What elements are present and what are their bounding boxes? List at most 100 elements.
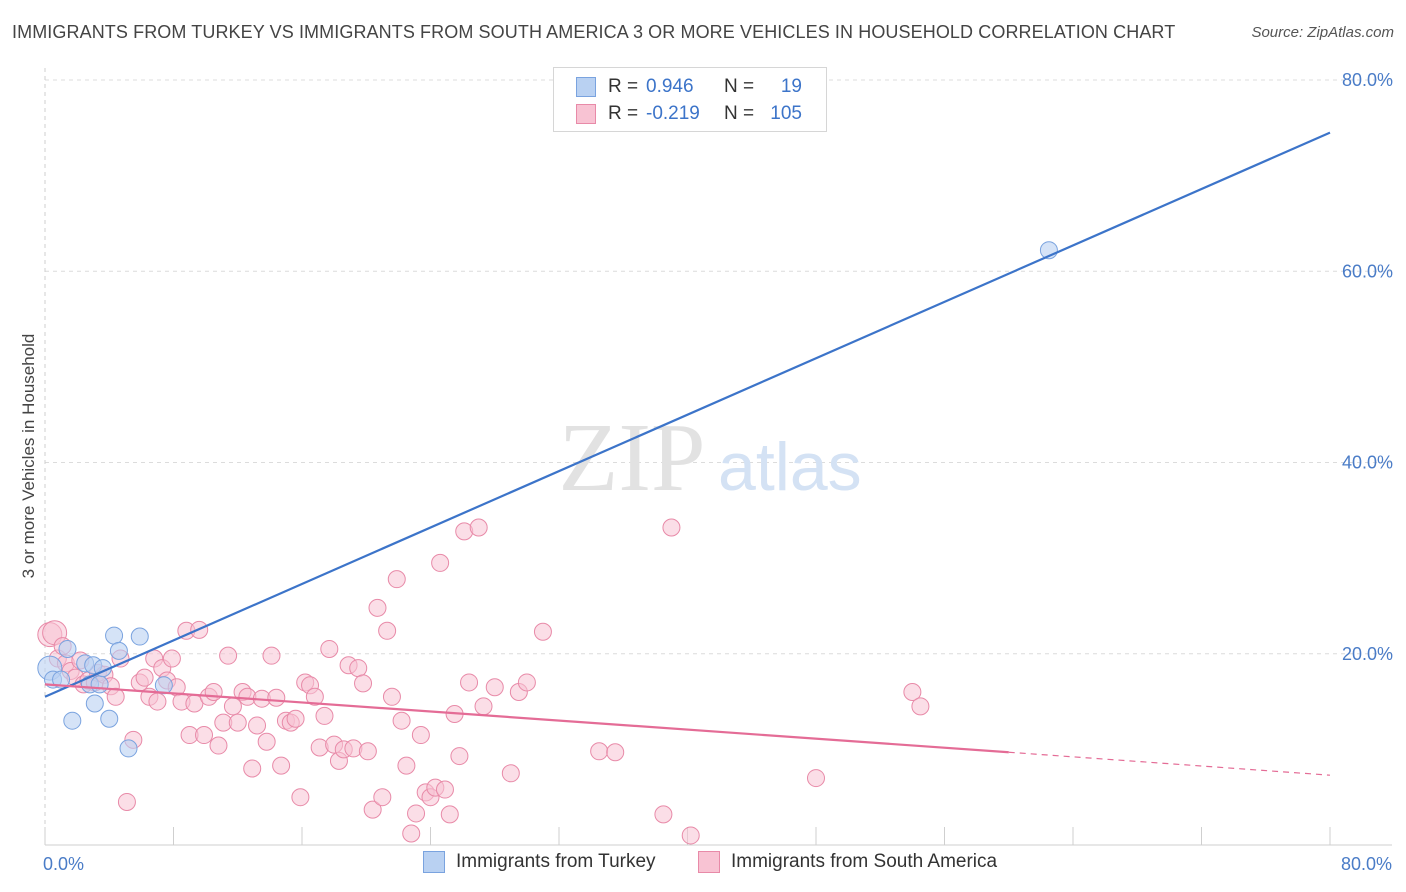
south-america-trend-line (44, 683, 1009, 754)
south-america-point (162, 649, 181, 668)
south-america-point (450, 747, 469, 766)
chart-source: Source: ZipAtlas.com (1251, 24, 1394, 41)
south-america-point (373, 788, 392, 807)
x-axis (44, 827, 1392, 846)
x-tick-label: 80.0% (1341, 854, 1392, 874)
south-america-point (363, 800, 382, 819)
turkey-point (63, 711, 82, 730)
r-label: R = (608, 76, 639, 97)
r-label: R = (608, 103, 639, 124)
legend-label-turkey: Immigrants from Turkey (456, 851, 656, 872)
south-america-point (223, 697, 242, 716)
turkey-point (85, 694, 104, 713)
turkey-point (109, 641, 128, 660)
n-label: N = (724, 103, 755, 124)
south-america-point (807, 769, 825, 788)
south-america-point (228, 713, 247, 732)
south-america-point (606, 743, 625, 762)
south-america-point (248, 716, 267, 735)
south-america-point (378, 621, 397, 640)
turkey-point (90, 675, 109, 694)
south-america-point (117, 792, 136, 811)
south-america-point (148, 692, 167, 711)
south-america-point (533, 622, 552, 641)
south-america-point (681, 826, 700, 845)
y-tick-label: 40.0% (1342, 453, 1393, 473)
south-america-point (392, 711, 411, 730)
south-america-trend-extension (1008, 751, 1331, 776)
series-legend: Immigrants from Turkey Immigrants from S… (0, 851, 1406, 877)
watermark-atlas: atlas (718, 429, 862, 505)
south-america-point (517, 673, 536, 692)
turkey-point (105, 626, 124, 645)
y-tick-label: 80.0% (1342, 70, 1393, 90)
south-america-point (272, 756, 291, 775)
south-america-point (590, 742, 609, 761)
south-america-point (204, 683, 223, 701)
south-america-point (135, 668, 154, 687)
n-label: N = (724, 76, 755, 97)
turkey-point (58, 639, 77, 658)
turkey-point (52, 670, 71, 689)
legend-row-turkey: R = 0.946 N = 19 (576, 74, 802, 100)
legend-item-turkey[interactable]: Immigrants from Turkey (423, 851, 656, 873)
south-america-point (501, 764, 520, 783)
south-america-point (286, 709, 305, 728)
south-america-point (407, 804, 426, 823)
south-america-point (903, 683, 922, 701)
south-america-point (267, 688, 286, 707)
south-america-point (460, 673, 479, 692)
south-america-point (358, 742, 377, 761)
turkey-point (100, 709, 119, 728)
south-america-point (195, 726, 214, 745)
south-america-point (431, 553, 450, 572)
r-value: -0.219 (646, 103, 700, 124)
south-america-point (911, 697, 930, 716)
south-america-point (387, 570, 406, 589)
turkey-points (37, 241, 1058, 758)
south-america-point (320, 639, 339, 658)
south-america-point (243, 759, 262, 778)
south-america-legend-swatch (698, 851, 720, 873)
south-america-point (305, 687, 324, 706)
chart-title: IMMIGRANTS FROM TURKEY VS IMMIGRANTS FRO… (12, 22, 1176, 42)
south-america-point (662, 518, 681, 537)
trend-lines (44, 131, 1331, 776)
south-america-point (382, 687, 401, 706)
south-america-point (354, 674, 373, 693)
turkey-point (119, 739, 138, 758)
turkey-point (130, 627, 149, 646)
legend-item-south-america[interactable]: Immigrants from South America (698, 851, 997, 873)
south-america-point (397, 756, 416, 775)
y-axis-label: 3 or more Vehicles in Household (19, 334, 38, 579)
south-america-point (435, 780, 454, 799)
south-america-point (485, 678, 504, 697)
correlation-legend: R = 0.946 N = 19 R = -0.219 N = 105 (553, 67, 827, 132)
south-america-point (368, 598, 387, 617)
turkey-legend-swatch (423, 851, 445, 873)
south-america-point (411, 726, 430, 745)
y-tick-label: 60.0% (1342, 261, 1393, 281)
turkey-trend-line (44, 131, 1331, 698)
watermark-zip: ZIP (559, 404, 706, 512)
south-america-point (440, 805, 459, 824)
n-value: 105 (770, 103, 802, 124)
south-america-point (262, 646, 281, 665)
n-value: 19 (780, 76, 802, 97)
y-tick-label: 20.0% (1342, 644, 1393, 664)
south-america-point (402, 824, 421, 843)
south-america-point (291, 788, 310, 807)
south-america-point (219, 646, 238, 665)
south-america-point (257, 732, 276, 751)
south-america-point (209, 736, 228, 755)
south-america-point (469, 518, 488, 537)
south-america-point (654, 805, 673, 824)
south-america-point (474, 697, 493, 716)
x-tick-label: 0.0% (43, 854, 84, 874)
r-value: 0.946 (646, 76, 694, 97)
south-america-point (315, 706, 334, 725)
turkey-swatch (576, 77, 596, 97)
south-america-point (349, 659, 368, 678)
legend-row-south-america: R = -0.219 N = 105 (576, 101, 802, 127)
